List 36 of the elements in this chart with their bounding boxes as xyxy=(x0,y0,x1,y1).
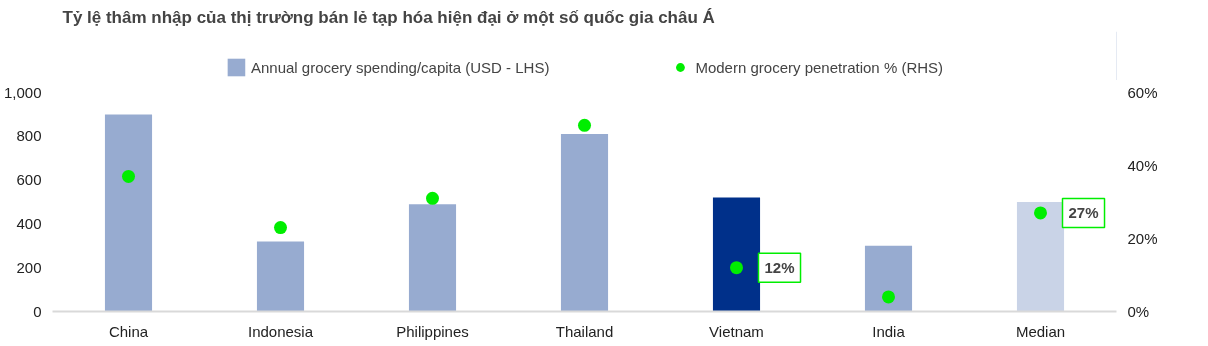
legend-label: Modern grocery penetration % (RHS) xyxy=(695,58,944,76)
y-tick-label: 200 xyxy=(16,258,42,276)
y2-tick-label: 40% xyxy=(1127,157,1158,174)
y2-tick-label: 20% xyxy=(1127,230,1158,247)
data-label: 27% xyxy=(1068,204,1099,222)
x-tick-label: India xyxy=(872,322,906,340)
bar xyxy=(408,204,457,312)
point xyxy=(1034,206,1047,220)
bar xyxy=(104,114,153,312)
data-label: 12% xyxy=(764,259,795,277)
legend-label: Annual grocery spending/capita (USD - LHS) xyxy=(250,58,550,76)
y-tick-label: 0 xyxy=(33,302,42,320)
y-tick-label: 1,000 xyxy=(3,83,42,101)
x-tick-label: Philippines xyxy=(396,322,469,340)
x-tick-label: Thailand xyxy=(555,322,614,340)
x-tick-label: China xyxy=(108,322,149,340)
point xyxy=(426,191,439,205)
bar xyxy=(560,134,609,312)
y2-tick-label: 0% xyxy=(1127,303,1150,320)
point xyxy=(122,169,135,183)
bar xyxy=(1016,202,1065,312)
x-tick-label: Median xyxy=(1015,322,1066,340)
point xyxy=(882,290,895,304)
bar xyxy=(864,245,913,312)
point xyxy=(578,118,591,132)
y-tick-label: 600 xyxy=(16,171,42,189)
y-tick-label: 400 xyxy=(16,214,42,232)
point xyxy=(730,261,743,275)
point xyxy=(274,221,287,235)
bar xyxy=(712,197,761,312)
chart-title: Tỷ lệ thâm nhập của thị trường bán lẻ tạp hóa hiện đại ở một số quốc gia châu Á xyxy=(62,7,715,27)
bar xyxy=(256,241,305,312)
y-tick-label: 800 xyxy=(16,127,42,145)
x-tick-label: Indonesia xyxy=(247,322,314,340)
y2-tick-label: 60% xyxy=(1127,84,1158,101)
x-tick-label: Vietnam xyxy=(709,322,764,340)
